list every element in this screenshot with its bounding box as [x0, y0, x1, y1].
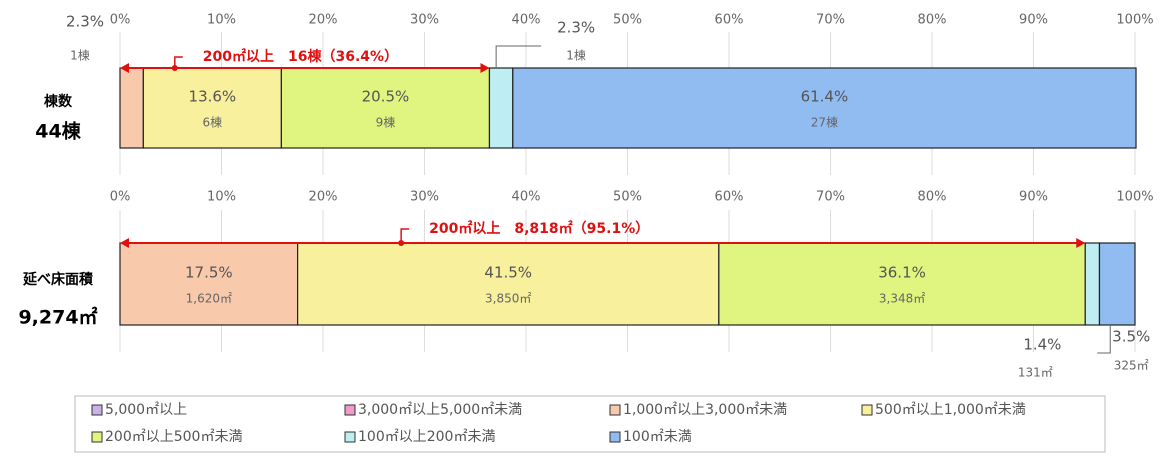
x-tick-label: 100% — [1116, 13, 1153, 28]
value-label: 3.5% — [1112, 328, 1150, 346]
value-label: 13.6% — [189, 88, 237, 106]
sub-label: 9棟 — [376, 115, 396, 130]
category-label: 延べ床面積 — [22, 271, 94, 288]
legend-label: 100㎡以上200㎡未満 — [358, 429, 495, 445]
bar-segment — [280, 67, 491, 149]
arrow-head — [120, 238, 129, 248]
legend-label: 500㎡以上1,000㎡未満 — [875, 402, 1026, 418]
annotation-text: 200㎡以上 8,818㎡（95.1%） — [429, 220, 649, 237]
value-label: 2.3% — [557, 19, 595, 37]
sub-label: 1棟 — [70, 48, 90, 63]
bar-segment — [142, 67, 282, 149]
bar-segment — [297, 242, 720, 326]
sub-label: 325㎡ — [1114, 359, 1149, 373]
legend-label: 3,000㎡以上5,000㎡未満 — [358, 402, 522, 418]
x-tick-label: 30% — [410, 190, 439, 205]
legend-label: 5,000㎡以上 — [105, 402, 187, 418]
sub-label: 1棟 — [566, 48, 586, 63]
legend-swatch — [344, 404, 356, 416]
category-label: 棟数 — [44, 93, 73, 110]
legend-swatch — [609, 404, 621, 416]
x-tick-label: 10% — [207, 13, 236, 28]
sub-label: 3,850㎡ — [485, 292, 531, 306]
value-label: 61.4% — [801, 88, 849, 106]
x-tick-label: 100% — [1116, 190, 1153, 205]
legend-swatch — [91, 404, 103, 416]
x-tick-label: 20% — [309, 13, 338, 28]
sub-label: 1,620㎡ — [186, 292, 232, 306]
sub-label: 6棟 — [203, 115, 223, 130]
x-tick-label: 0% — [110, 13, 131, 28]
x-tick-label: 0% — [110, 190, 131, 205]
arrow-head — [480, 63, 490, 73]
bar-segment — [119, 67, 144, 149]
x-tick-label: 50% — [613, 190, 642, 205]
bar-segment — [1084, 242, 1101, 326]
x-tick-label: 70% — [816, 13, 845, 28]
x-tick-label: 70% — [816, 190, 845, 205]
annotation-text: 200㎡以上 16棟（36.4%） — [203, 48, 398, 65]
category-total: 44棟 — [35, 120, 81, 143]
legend-swatch — [91, 431, 103, 443]
annotation-leader — [174, 56, 183, 68]
value-label: 20.5% — [362, 88, 410, 106]
value-label: 17.5% — [185, 264, 233, 282]
x-tick-label: 30% — [410, 13, 439, 28]
value-label: 2.3% — [66, 13, 104, 31]
value-label: 36.1% — [878, 264, 926, 282]
annotation-leader — [400, 228, 410, 243]
bar-segment — [1098, 242, 1136, 326]
value-label: 1.4% — [1023, 336, 1061, 354]
x-tick-label: 90% — [1019, 13, 1048, 28]
arrow-head — [1076, 238, 1086, 248]
x-tick-label: 40% — [512, 13, 541, 28]
leader-line — [495, 45, 542, 68]
x-tick-label: 80% — [918, 13, 947, 28]
legend-label: 100㎡未満 — [623, 429, 692, 445]
sub-label: 131㎡ — [1018, 366, 1053, 380]
x-tick-label: 50% — [613, 13, 642, 28]
legend-label: 1,000㎡以上3,000㎡未満 — [623, 402, 787, 418]
bar-segment — [119, 242, 299, 326]
arrow-head — [120, 63, 129, 73]
x-tick-label: 10% — [207, 190, 236, 205]
sub-label: 3,348㎡ — [879, 292, 925, 306]
legend-swatch — [344, 431, 356, 443]
x-tick-label: 20% — [309, 190, 338, 205]
sub-label: 27棟 — [811, 115, 838, 130]
value-label: 41.5% — [484, 264, 532, 282]
bar-segment — [512, 67, 1137, 149]
leader-line — [1097, 325, 1111, 354]
bar-segment — [718, 242, 1086, 326]
bar-segment — [488, 67, 514, 149]
legend-swatch — [609, 431, 621, 443]
x-tick-label: 90% — [1019, 190, 1048, 205]
x-tick-label: 60% — [715, 13, 744, 28]
x-tick-label: 80% — [918, 190, 947, 205]
x-tick-label: 40% — [512, 190, 541, 205]
x-tick-label: 60% — [715, 190, 744, 205]
legend-box — [74, 395, 1106, 453]
category-total: 9,274㎡ — [18, 306, 97, 329]
legend-swatch — [861, 404, 873, 416]
legend-label: 200㎡以上500㎡未満 — [105, 429, 242, 445]
